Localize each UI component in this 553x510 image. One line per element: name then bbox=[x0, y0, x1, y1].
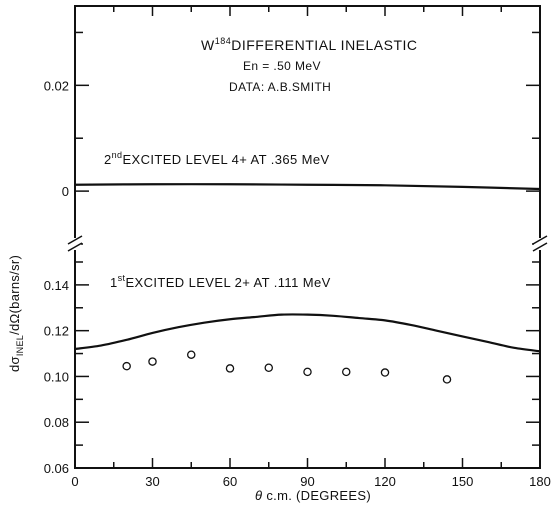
y-tick-label: 0.06 bbox=[44, 461, 69, 476]
y-axis-prefix: dσ bbox=[7, 356, 22, 372]
x-tick-label: 60 bbox=[223, 474, 237, 489]
y-tick-label: 0.10 bbox=[44, 369, 69, 384]
chart-title: W184DIFFERENTIAL INELASTIC bbox=[201, 36, 418, 53]
data-point bbox=[264, 363, 273, 372]
data-point bbox=[341, 367, 351, 377]
level-1-text: EXCITED LEVEL 2+ AT .111 MeV bbox=[125, 275, 330, 290]
level-1-label: 1stEXCITED LEVEL 2+ AT .111 MeV bbox=[110, 273, 331, 290]
tick-marks bbox=[74, 6, 541, 469]
y-tick-label: 0.14 bbox=[44, 278, 69, 293]
level-1-suffix: st bbox=[118, 273, 126, 283]
data-point bbox=[148, 357, 157, 366]
axis-break-mark bbox=[532, 235, 548, 245]
level-2-text: EXCITED LEVEL 4+ AT .365 MeV bbox=[122, 152, 329, 167]
x-tick-label: 150 bbox=[452, 474, 474, 489]
data-point bbox=[303, 367, 312, 377]
axis-break-marks bbox=[67, 235, 548, 252]
y-tick-label: 0.08 bbox=[44, 415, 69, 430]
axis-break-mark bbox=[532, 242, 548, 252]
theory-curve-lower bbox=[74, 313, 541, 353]
level-2-order: 2 bbox=[104, 152, 112, 167]
y-axis-sub: INEL bbox=[15, 335, 25, 356]
y-tick-label: 0.02 bbox=[44, 78, 69, 93]
x-tick-labels: 0 30 60 90 120 150 180 bbox=[71, 474, 550, 489]
level-2-suffix: nd bbox=[112, 150, 123, 160]
x-tick-label: 90 bbox=[300, 474, 314, 489]
theory-curve-upper bbox=[74, 183, 541, 191]
x-axis-rest: c.m. (DEGREES) bbox=[266, 488, 371, 503]
title-rest: DIFFERENTIAL INELASTIC bbox=[231, 37, 417, 53]
x-tick-label: 180 bbox=[529, 474, 551, 489]
level-2-label: 2ndEXCITED LEVEL 4+ AT .365 MeV bbox=[104, 150, 330, 167]
data-source-label: DATA: A.B.SMITH bbox=[229, 80, 331, 94]
y-axis-rest: /dΩ(barns/sr) bbox=[7, 255, 22, 335]
y-tick-label: 0 bbox=[62, 184, 69, 199]
title-mass-number: 184 bbox=[215, 36, 232, 46]
data-point bbox=[380, 368, 390, 377]
x-tick-label: 0 bbox=[71, 474, 78, 489]
axis-break-mark bbox=[67, 235, 83, 245]
x-axis-theta: θ bbox=[255, 488, 262, 503]
axis-break-mark bbox=[67, 242, 83, 252]
x-tick-label: 30 bbox=[145, 474, 159, 489]
plot-frame bbox=[74, 5, 541, 469]
level-1-order: 1 bbox=[110, 275, 118, 290]
x-axis-title: θ c.m. (DEGREES) bbox=[255, 488, 371, 503]
energy-label: En = .50 MeV bbox=[243, 59, 321, 73]
series-layer bbox=[74, 183, 541, 384]
data-point bbox=[442, 375, 452, 384]
title-element: W bbox=[201, 37, 215, 53]
x-tick-label: 120 bbox=[374, 474, 396, 489]
data-point bbox=[186, 350, 196, 359]
y-tick-label: 0.12 bbox=[44, 324, 69, 339]
y-tick-labels: 0.06 0.08 0.10 0.12 0.14 0 0.02 bbox=[44, 78, 69, 476]
y-axis-title: dσINEL/dΩ(barns/sr) bbox=[7, 255, 25, 372]
data-point bbox=[225, 364, 235, 373]
data-point bbox=[122, 361, 131, 371]
